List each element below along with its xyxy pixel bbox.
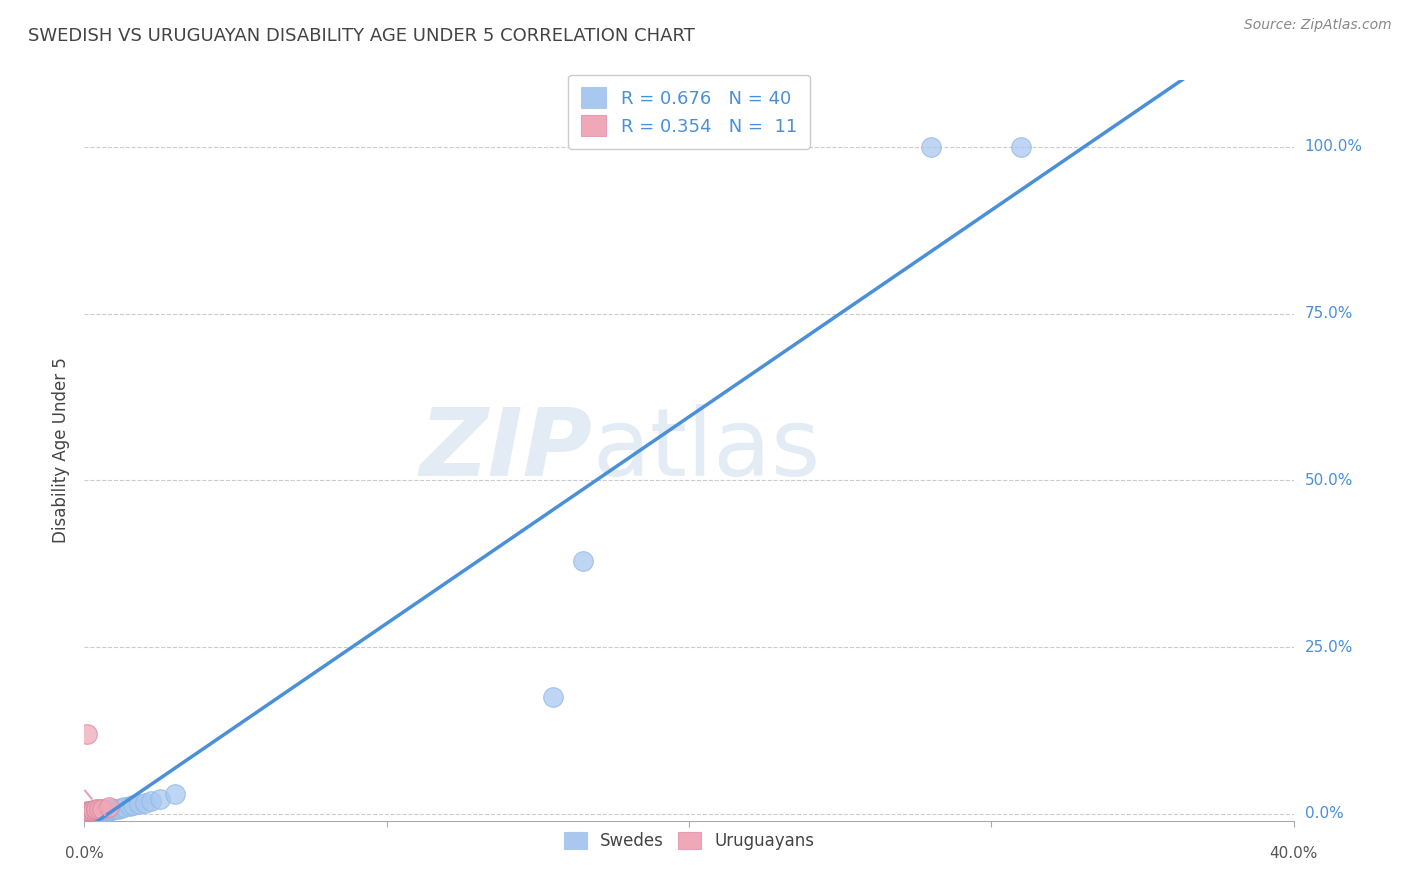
Point [121, 798, 143, 813]
Point [79, 805, 101, 819]
Point [100, 803, 122, 817]
Point [134, 796, 156, 810]
Point [104, 802, 127, 816]
Point [97, 802, 120, 816]
Point [82, 806, 104, 821]
Point [572, 553, 595, 567]
Point [82, 803, 104, 817]
Text: atlas: atlas [592, 404, 821, 497]
Point [89, 804, 111, 818]
Legend: Swedes, Uruguayans: Swedes, Uruguayans [557, 825, 821, 856]
Point [920, 140, 942, 154]
Point [86, 803, 108, 817]
Text: 40.0%: 40.0% [1270, 846, 1317, 861]
Point [165, 787, 187, 801]
Point [76, 805, 98, 820]
Point [94, 803, 117, 817]
Point [91, 805, 114, 819]
Text: 75.0%: 75.0% [1305, 306, 1353, 321]
Text: Source: ZipAtlas.com: Source: ZipAtlas.com [1244, 18, 1392, 32]
Text: 50.0%: 50.0% [1305, 473, 1353, 488]
Text: 25.0%: 25.0% [1305, 640, 1353, 655]
Point [82, 805, 104, 819]
Point [86, 805, 108, 819]
Point [1011, 140, 1033, 154]
Point [89, 802, 111, 816]
Point [82, 805, 104, 820]
Text: 0.0%: 0.0% [1305, 806, 1343, 822]
Point [86, 805, 108, 820]
Point [89, 805, 111, 819]
Point [541, 690, 564, 705]
Point [128, 797, 150, 811]
Point [79, 806, 101, 821]
Point [89, 805, 111, 820]
Point [91, 802, 114, 816]
Point [86, 805, 108, 819]
Point [107, 802, 129, 816]
Point [76, 727, 98, 741]
Text: ZIP: ZIP [419, 404, 592, 497]
Text: 100.0%: 100.0% [1305, 139, 1362, 154]
Point [118, 799, 141, 814]
Point [79, 805, 101, 820]
Point [139, 794, 162, 808]
Text: 0.0%: 0.0% [65, 846, 104, 861]
Point [91, 804, 114, 818]
Point [110, 801, 132, 815]
Point [100, 802, 122, 816]
Point [82, 804, 104, 818]
Point [79, 804, 101, 818]
Point [94, 805, 117, 819]
Y-axis label: Disability Age Under 5: Disability Age Under 5 [52, 358, 70, 543]
Point [97, 800, 120, 814]
Point [149, 792, 172, 806]
Point [79, 805, 101, 820]
Point [91, 805, 114, 819]
Point [97, 804, 120, 818]
Point [76, 806, 98, 821]
Point [76, 804, 98, 818]
Point [112, 800, 135, 814]
Point [76, 806, 98, 821]
Point [82, 805, 104, 819]
Point [86, 802, 108, 816]
Text: SWEDISH VS URUGUAYAN DISABILITY AGE UNDER 5 CORRELATION CHART: SWEDISH VS URUGUAYAN DISABILITY AGE UNDE… [28, 27, 695, 45]
